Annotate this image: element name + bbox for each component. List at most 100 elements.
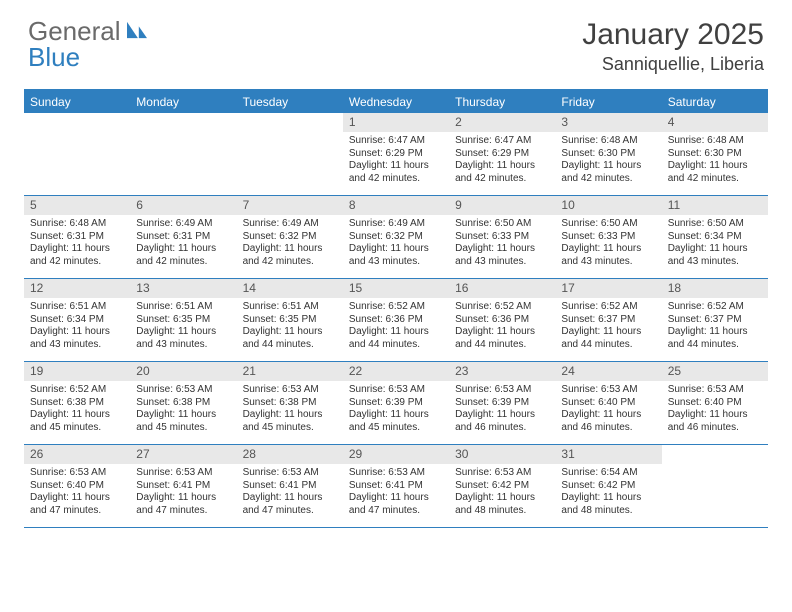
calendar-cell: 26Sunrise: 6:53 AMSunset: 6:40 PMDayligh… [24, 445, 130, 527]
sunrise-text: Sunrise: 6:48 AM [561, 135, 655, 148]
sunrise-text: Sunrise: 6:54 AM [561, 467, 655, 480]
day-details: Sunrise: 6:52 AMSunset: 6:36 PMDaylight:… [343, 298, 449, 355]
day-number: 3 [555, 113, 661, 132]
sunrise-text: Sunrise: 6:50 AM [561, 218, 655, 231]
calendar-cell: 19Sunrise: 6:52 AMSunset: 6:38 PMDayligh… [24, 362, 130, 444]
day-number: 30 [449, 445, 555, 464]
sunset-text: Sunset: 6:35 PM [136, 314, 230, 327]
sunset-text: Sunset: 6:40 PM [561, 397, 655, 410]
day-number: 6 [130, 196, 236, 215]
sunrise-text: Sunrise: 6:49 AM [349, 218, 443, 231]
sunrise-text: Sunrise: 6:53 AM [455, 384, 549, 397]
calendar-cell: 14Sunrise: 6:51 AMSunset: 6:35 PMDayligh… [237, 279, 343, 361]
day-number: 26 [24, 445, 130, 464]
calendar-body: 1Sunrise: 6:47 AMSunset: 6:29 PMDaylight… [24, 113, 768, 528]
daylight2-text: and 43 minutes. [349, 256, 443, 269]
day-details: Sunrise: 6:48 AMSunset: 6:30 PMDaylight:… [662, 132, 768, 189]
sunset-text: Sunset: 6:36 PM [455, 314, 549, 327]
logo-text-blue: Blue [28, 44, 149, 70]
daylight2-text: and 42 minutes. [561, 173, 655, 186]
daylight2-text: and 46 minutes. [668, 422, 762, 435]
calendar-cell: 20Sunrise: 6:53 AMSunset: 6:38 PMDayligh… [130, 362, 236, 444]
calendar-week: 5Sunrise: 6:48 AMSunset: 6:31 PMDaylight… [24, 196, 768, 279]
day-number: 28 [237, 445, 343, 464]
sunrise-text: Sunrise: 6:53 AM [30, 467, 124, 480]
calendar-cell [130, 113, 236, 195]
daylight2-text: and 44 minutes. [349, 339, 443, 352]
sunset-text: Sunset: 6:29 PM [455, 148, 549, 161]
day-number: 2 [449, 113, 555, 132]
day-details: Sunrise: 6:48 AMSunset: 6:30 PMDaylight:… [555, 132, 661, 189]
sunrise-text: Sunrise: 6:49 AM [243, 218, 337, 231]
daylight1-text: Daylight: 11 hours [455, 243, 549, 256]
daylight2-text: and 47 minutes. [243, 505, 337, 518]
sunrise-text: Sunrise: 6:48 AM [668, 135, 762, 148]
daylight2-text: and 45 minutes. [349, 422, 443, 435]
calendar-week: 12Sunrise: 6:51 AMSunset: 6:34 PMDayligh… [24, 279, 768, 362]
calendar-cell: 31Sunrise: 6:54 AMSunset: 6:42 PMDayligh… [555, 445, 661, 527]
sunset-text: Sunset: 6:32 PM [349, 231, 443, 244]
day-details: Sunrise: 6:47 AMSunset: 6:29 PMDaylight:… [343, 132, 449, 189]
day-details: Sunrise: 6:50 AMSunset: 6:33 PMDaylight:… [555, 215, 661, 272]
day-details: Sunrise: 6:50 AMSunset: 6:34 PMDaylight:… [662, 215, 768, 272]
daylight1-text: Daylight: 11 hours [30, 326, 124, 339]
day-details: Sunrise: 6:47 AMSunset: 6:29 PMDaylight:… [449, 132, 555, 189]
weekday-wednesday: Wednesday [343, 91, 449, 113]
sunrise-text: Sunrise: 6:53 AM [243, 467, 337, 480]
calendar-cell: 28Sunrise: 6:53 AMSunset: 6:41 PMDayligh… [237, 445, 343, 527]
day-details: Sunrise: 6:53 AMSunset: 6:42 PMDaylight:… [449, 464, 555, 521]
day-number: 31 [555, 445, 661, 464]
sunrise-text: Sunrise: 6:53 AM [243, 384, 337, 397]
logo-sail-icon [125, 18, 149, 44]
weekday-thursday: Thursday [449, 91, 555, 113]
calendar-cell: 17Sunrise: 6:52 AMSunset: 6:37 PMDayligh… [555, 279, 661, 361]
day-number: 16 [449, 279, 555, 298]
day-number: 1 [343, 113, 449, 132]
daylight1-text: Daylight: 11 hours [561, 409, 655, 422]
weekday-friday: Friday [555, 91, 661, 113]
sunset-text: Sunset: 6:33 PM [561, 231, 655, 244]
daylight1-text: Daylight: 11 hours [668, 243, 762, 256]
sunset-text: Sunset: 6:30 PM [561, 148, 655, 161]
calendar-cell: 10Sunrise: 6:50 AMSunset: 6:33 PMDayligh… [555, 196, 661, 278]
logo: GeneralBlue [28, 18, 149, 70]
daylight2-text: and 42 minutes. [30, 256, 124, 269]
daylight1-text: Daylight: 11 hours [30, 243, 124, 256]
calendar-cell: 21Sunrise: 6:53 AMSunset: 6:38 PMDayligh… [237, 362, 343, 444]
daylight2-text: and 47 minutes. [349, 505, 443, 518]
sunrise-text: Sunrise: 6:47 AM [455, 135, 549, 148]
day-number: 4 [662, 113, 768, 132]
daylight1-text: Daylight: 11 hours [455, 160, 549, 173]
daylight2-text: and 42 minutes. [349, 173, 443, 186]
day-number: 15 [343, 279, 449, 298]
calendar-cell: 16Sunrise: 6:52 AMSunset: 6:36 PMDayligh… [449, 279, 555, 361]
day-number: 17 [555, 279, 661, 298]
daylight2-text: and 42 minutes. [455, 173, 549, 186]
daylight2-text: and 46 minutes. [455, 422, 549, 435]
sunrise-text: Sunrise: 6:52 AM [30, 384, 124, 397]
day-details: Sunrise: 6:53 AMSunset: 6:38 PMDaylight:… [130, 381, 236, 438]
location-label: Sanniquellie, Liberia [582, 54, 764, 75]
sunset-text: Sunset: 6:42 PM [455, 480, 549, 493]
sunset-text: Sunset: 6:35 PM [243, 314, 337, 327]
sunset-text: Sunset: 6:41 PM [349, 480, 443, 493]
sunrise-text: Sunrise: 6:49 AM [136, 218, 230, 231]
day-details: Sunrise: 6:48 AMSunset: 6:31 PMDaylight:… [24, 215, 130, 272]
daylight1-text: Daylight: 11 hours [136, 492, 230, 505]
sunrise-text: Sunrise: 6:51 AM [243, 301, 337, 314]
calendar-cell: 2Sunrise: 6:47 AMSunset: 6:29 PMDaylight… [449, 113, 555, 195]
day-number: 24 [555, 362, 661, 381]
calendar-cell: 5Sunrise: 6:48 AMSunset: 6:31 PMDaylight… [24, 196, 130, 278]
sunset-text: Sunset: 6:31 PM [30, 231, 124, 244]
calendar-cell: 8Sunrise: 6:49 AMSunset: 6:32 PMDaylight… [343, 196, 449, 278]
sunset-text: Sunset: 6:31 PM [136, 231, 230, 244]
daylight1-text: Daylight: 11 hours [455, 326, 549, 339]
sunrise-text: Sunrise: 6:53 AM [561, 384, 655, 397]
day-details: Sunrise: 6:50 AMSunset: 6:33 PMDaylight:… [449, 215, 555, 272]
daylight2-text: and 44 minutes. [455, 339, 549, 352]
day-number: 11 [662, 196, 768, 215]
sunrise-text: Sunrise: 6:50 AM [455, 218, 549, 231]
day-details: Sunrise: 6:52 AMSunset: 6:37 PMDaylight:… [555, 298, 661, 355]
daylight1-text: Daylight: 11 hours [668, 409, 762, 422]
sunset-text: Sunset: 6:42 PM [561, 480, 655, 493]
